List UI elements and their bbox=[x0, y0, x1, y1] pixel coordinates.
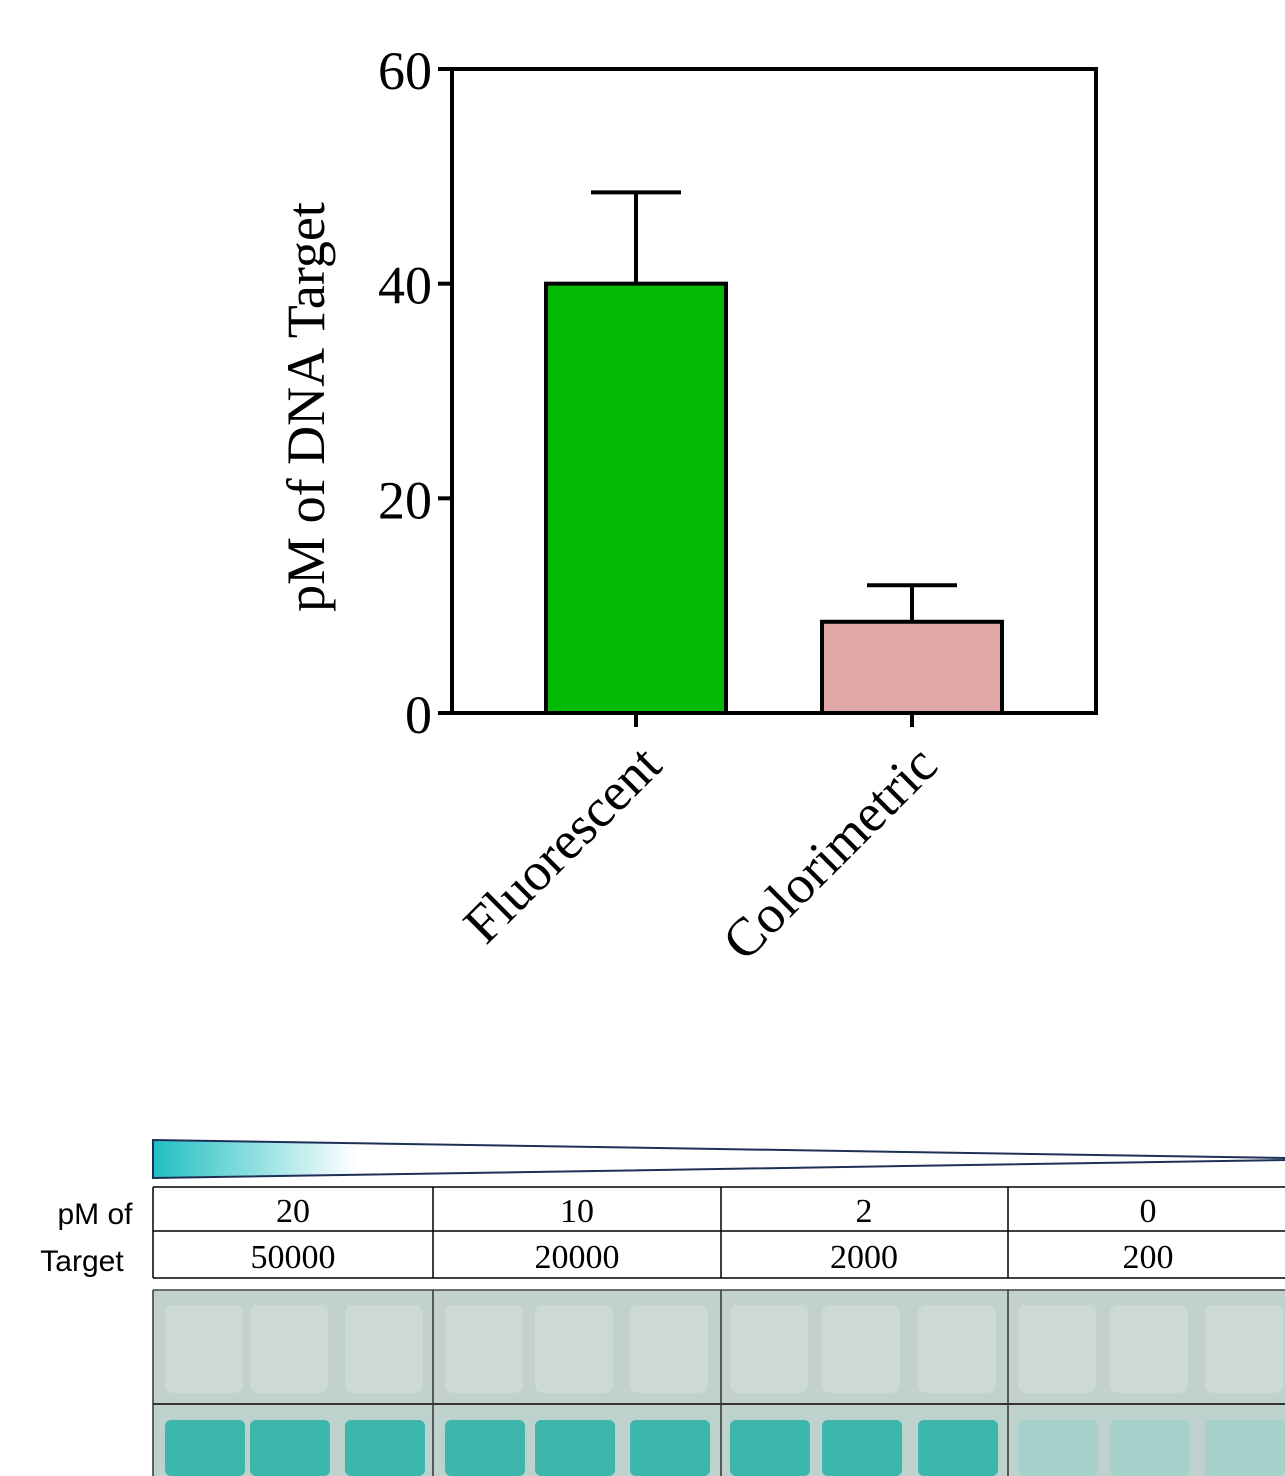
bar-chart: 0 20 40 60 Fluorescent Colorimetric pM of DN… bbox=[276, 41, 1096, 972]
spot-bottom bbox=[1110, 1420, 1190, 1476]
concentration-gradient-wedge bbox=[153, 1140, 1285, 1178]
y-tick-label: 60 bbox=[378, 41, 432, 101]
table-cell-row2: 20000 bbox=[535, 1239, 620, 1276]
spot-bottom bbox=[1018, 1420, 1098, 1476]
y-tick-label: 0 bbox=[405, 685, 432, 745]
row-label-line2: Target bbox=[40, 1245, 124, 1278]
y-axis-label: pM of DNA Target bbox=[276, 202, 336, 612]
well-top bbox=[345, 1305, 423, 1393]
well-top bbox=[165, 1305, 243, 1393]
table-cell-row1: 0 bbox=[1140, 1193, 1157, 1230]
spot-bottom bbox=[535, 1420, 615, 1476]
well-top bbox=[1205, 1305, 1283, 1393]
bar-colorimetric bbox=[822, 622, 1002, 713]
well-top bbox=[250, 1305, 328, 1393]
well-top bbox=[1018, 1305, 1096, 1393]
y-tick-label: 20 bbox=[378, 470, 432, 530]
row-label-line1: pM of bbox=[57, 1198, 133, 1231]
spot-bottom bbox=[250, 1420, 330, 1476]
well-top bbox=[1110, 1305, 1188, 1393]
well-top bbox=[535, 1305, 613, 1393]
spot-bottom bbox=[730, 1420, 810, 1476]
table-cell-row2: 200 bbox=[1123, 1239, 1174, 1276]
bar-fluorescent bbox=[546, 284, 726, 713]
assay-strips bbox=[153, 1290, 1285, 1476]
spot-bottom bbox=[918, 1420, 998, 1476]
well-top bbox=[445, 1305, 523, 1393]
x-tick-label-fluorescent: Fluorescent bbox=[452, 734, 673, 955]
spot-bottom bbox=[345, 1420, 425, 1476]
table-cell-row1: 20 bbox=[276, 1193, 310, 1230]
spot-bottom bbox=[630, 1420, 710, 1476]
table-cell-row2: 50000 bbox=[251, 1239, 336, 1276]
well-top bbox=[822, 1305, 900, 1393]
spot-bottom bbox=[1205, 1420, 1285, 1476]
spot-bottom bbox=[822, 1420, 902, 1476]
well-top bbox=[918, 1305, 996, 1393]
well-top bbox=[630, 1305, 708, 1393]
table-cell-row1: 10 bbox=[560, 1193, 594, 1230]
y-tick-label: 40 bbox=[378, 256, 432, 316]
spot-bottom bbox=[445, 1420, 525, 1476]
x-tick-label-colorimetric: Colorimetric bbox=[711, 734, 949, 972]
well-top bbox=[730, 1305, 808, 1393]
spot-bottom bbox=[165, 1420, 245, 1476]
table-cell-row1: 2 bbox=[856, 1193, 873, 1230]
table-cell-row2: 2000 bbox=[830, 1239, 898, 1276]
